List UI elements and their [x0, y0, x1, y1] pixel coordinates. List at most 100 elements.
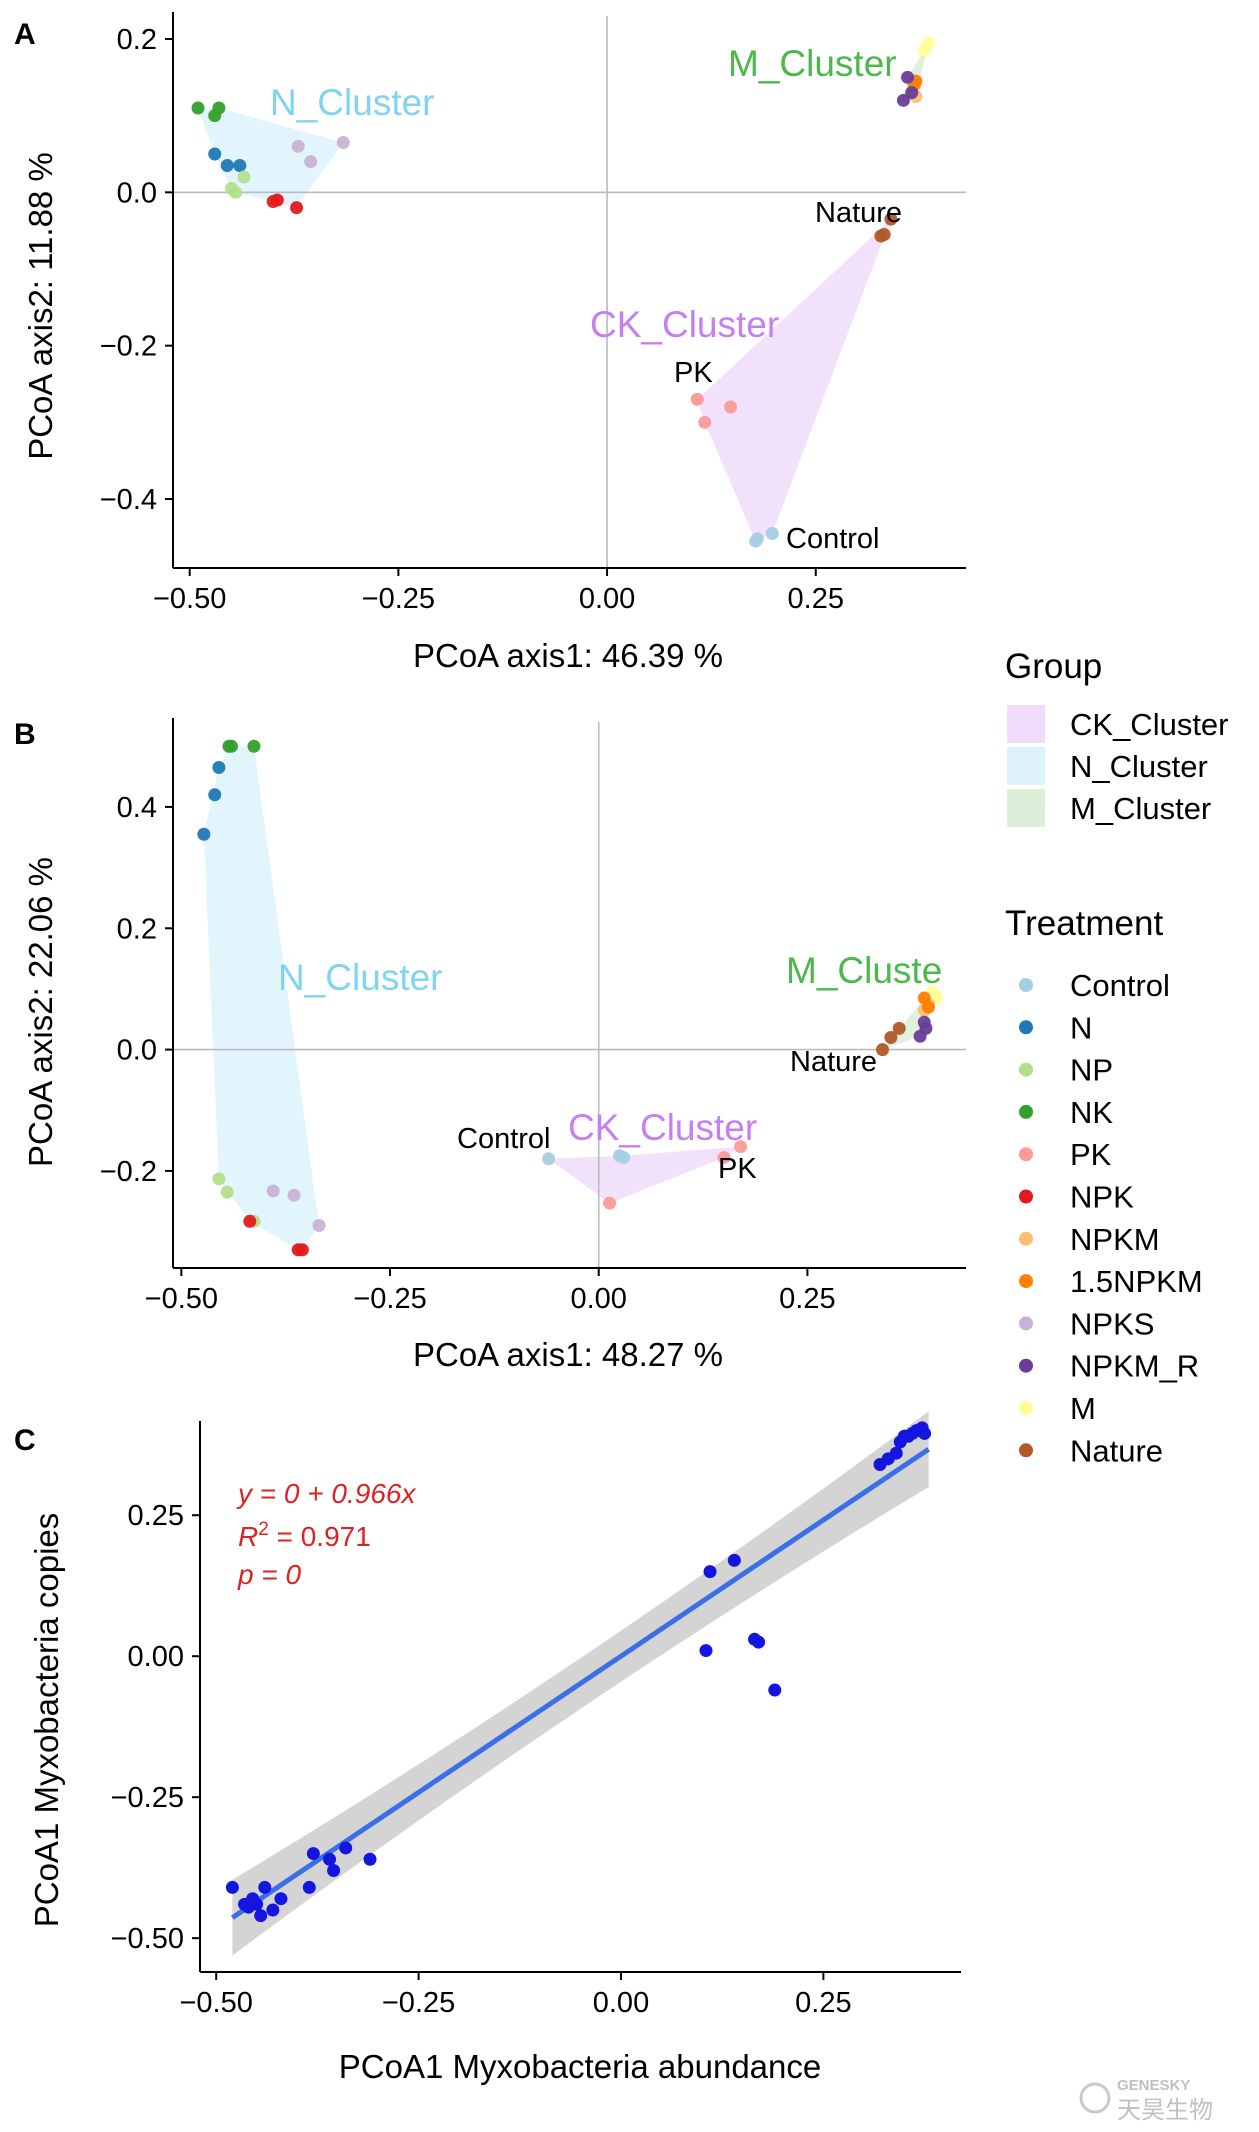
panel-b-point-n: [212, 761, 226, 774]
panel-c-point: [258, 1880, 272, 1894]
legend-groups: CK_Cluster N_Cluster M_Cluster: [1007, 705, 1229, 827]
panel-b-point-1-5npkm: [921, 1000, 935, 1014]
panel-c-point: [768, 1683, 782, 1697]
legend-treatment-swatch: [1019, 978, 1033, 992]
panel-b-xlabel: PCoA axis1: 48.27 %: [413, 1336, 723, 1373]
legend-treatment-label: 1.5NPKM: [1070, 1264, 1203, 1299]
legend-group-swatch: [1007, 747, 1045, 785]
legend-treatment-title: Treatment: [1005, 904, 1163, 943]
panel-b-point-n: [208, 788, 222, 802]
panel-c-xlabel: PCoA1 Myxobacteria abundance: [339, 2048, 821, 2085]
panel-c-point: [302, 1880, 316, 1894]
legend-treatment-label: Nature: [1070, 1433, 1163, 1468]
panel-a-cluster-label-ck: CK_Cluster: [590, 304, 779, 345]
panel-a-plot: N_Cluster M_Cluster CK_Cluster Nature PK Cont…: [100, 12, 966, 615]
panel-c-point: [254, 1909, 268, 1923]
legend-treatment-label: NPKM_R: [1070, 1349, 1199, 1384]
legend-treatment-label: N: [1070, 1010, 1092, 1045]
panel-c-equation: y = 0 + 0.966x: [236, 1478, 416, 1509]
panel-a-y-tick-label: 0.0: [117, 177, 157, 209]
panel-c-y-tick-label: 0.00: [128, 1641, 184, 1673]
panel-b-point-nk: [247, 739, 261, 753]
panel-a-point-npks: [336, 136, 350, 149]
panel-b-point-control: [617, 1151, 631, 1165]
panel-a-point-pk: [698, 415, 712, 429]
legend-treatment-swatch: [1019, 1020, 1033, 1035]
panel-a-ylabel: PCoA axis2: 11.88 %: [22, 152, 59, 460]
legend-treatment-label: NPKM: [1070, 1222, 1160, 1257]
panel-b-cluster-label-n: N_Cluster: [278, 957, 443, 998]
panel-a-point-nature: [884, 212, 898, 226]
watermark-chinese: 天昊生物: [1117, 2097, 1213, 2124]
panel-c-point: [274, 1892, 288, 1906]
panel-a-hull-ck-cluster: [697, 219, 891, 542]
panel-a-point-nk: [212, 101, 226, 115]
panel-c-point: [727, 1553, 741, 1567]
panel-b-point-nature: [892, 1021, 906, 1035]
panel-c-point: [703, 1565, 717, 1579]
panel-b-y-tick-label: 0.4: [117, 792, 157, 824]
panel-a-point-npk: [290, 201, 304, 215]
panel-c-x-tick-label: 0.00: [593, 1987, 649, 2019]
legend-group-swatch: [1007, 705, 1045, 743]
panel-c-plot: −0.50 −0.25 0.00 0.25 0.25 0.00 −0.25 −0.50 y = …: [111, 1411, 961, 2019]
panel-a-point-npkm_r: [896, 93, 910, 107]
panel-b-cluster-label-m: M_Cluste: [786, 950, 942, 991]
panel-a-cluster-label-n: N_Cluster: [270, 82, 435, 123]
legend-group-label: N_Cluster: [1070, 749, 1208, 784]
legend-treatment-swatch: [1019, 1231, 1033, 1246]
legend-treatment-label: M: [1070, 1391, 1096, 1426]
panel-c: C −0.50 −0.25 0.00 0.25 0.25 0.00 −0.25 −0.50 y …: [14, 1411, 961, 2085]
panel-b-point-pk: [603, 1196, 617, 1210]
panel-a-point-pk: [724, 400, 738, 414]
panel-c-point: [250, 1897, 264, 1911]
panel-c-regression-line: [230, 1447, 931, 1920]
panel-a-point-npks: [291, 139, 305, 153]
panel-b-x-tick-label: 0.00: [570, 1283, 626, 1315]
panel-a-x-tick-label: −0.50: [153, 583, 226, 615]
panel-b-hull-n-cluster: [203, 746, 320, 1250]
panel-a-point-label-nature: Nature: [815, 197, 902, 229]
panel-c-x-tick-label: −0.25: [382, 1987, 455, 2019]
panel-c-ylabel: PCoA1 Myxobacteria copies: [28, 1513, 65, 1928]
panel-b-y-tick-label: −0.2: [100, 1156, 157, 1188]
panel-b-point-npkm_r: [913, 1029, 927, 1043]
panel-b-x-tick-label: −0.50: [145, 1283, 218, 1315]
legend-treatment-label: PK: [1070, 1137, 1112, 1172]
panel-b-point-label-pk: PK: [718, 1153, 757, 1185]
panel-c-point: [225, 1880, 239, 1894]
panel-a-point-np: [229, 185, 243, 199]
legend-treatment-swatch: [1019, 1274, 1033, 1289]
panel-c-y-tick-label: −0.50: [111, 1923, 184, 1955]
panel-b-point-npks: [287, 1188, 301, 1202]
legend-treatment-swatch: [1019, 1147, 1033, 1162]
panel-b-point-npks: [266, 1184, 280, 1198]
panel-b-point-nk: [224, 739, 238, 753]
panel-c-letter: C: [14, 1424, 36, 1457]
legend-treatment-swatch: [1019, 1358, 1033, 1373]
panel-b-x-tick-label: 0.25: [779, 1283, 835, 1315]
panel-b-point-nature: [884, 1030, 898, 1044]
panel-b-letter: B: [14, 718, 36, 751]
panel-a-xlabel: PCoA axis1: 46.39 %: [413, 637, 723, 674]
panel-c-point: [323, 1852, 337, 1866]
panel-a-point-nk: [191, 101, 205, 115]
panel-a-point-n: [208, 147, 222, 161]
panel-b-point-control: [542, 1152, 556, 1166]
panel-c-point: [327, 1863, 341, 1877]
panel-a-point-npkm_r: [901, 70, 915, 84]
panel-a-y-tick-label: −0.2: [100, 331, 157, 363]
panel-b-cluster-label-ck: CK_Cluster: [568, 1107, 757, 1148]
panel-c-p-value: p = 0: [237, 1559, 301, 1590]
panel-b-point-npks: [312, 1219, 326, 1233]
legend-group-title: Group: [1005, 647, 1102, 686]
panel-b-point-label-nature: Nature: [790, 1046, 877, 1078]
panel-a-point-n: [233, 159, 247, 172]
panel-b-x-tick-label: −0.25: [353, 1283, 426, 1315]
panel-c-point: [266, 1903, 280, 1917]
genesky-logo: GENESKY 天昊生物: [1079, 2077, 1213, 2124]
panel-c-point: [339, 1841, 353, 1855]
panel-a-y-tick-label: −0.4: [100, 484, 157, 516]
panel-c-point: [918, 1426, 932, 1440]
